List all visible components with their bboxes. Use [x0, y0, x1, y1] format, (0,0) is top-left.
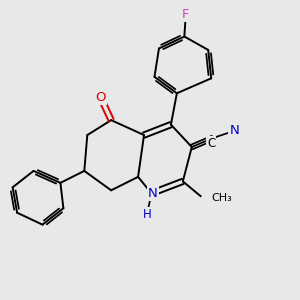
Text: N: N [148, 187, 158, 200]
Text: O: O [95, 91, 106, 104]
Text: N: N [229, 124, 239, 137]
Text: C: C [207, 137, 215, 150]
Text: CH₃: CH₃ [211, 193, 232, 203]
Text: F: F [182, 8, 190, 21]
Text: H: H [142, 208, 152, 221]
